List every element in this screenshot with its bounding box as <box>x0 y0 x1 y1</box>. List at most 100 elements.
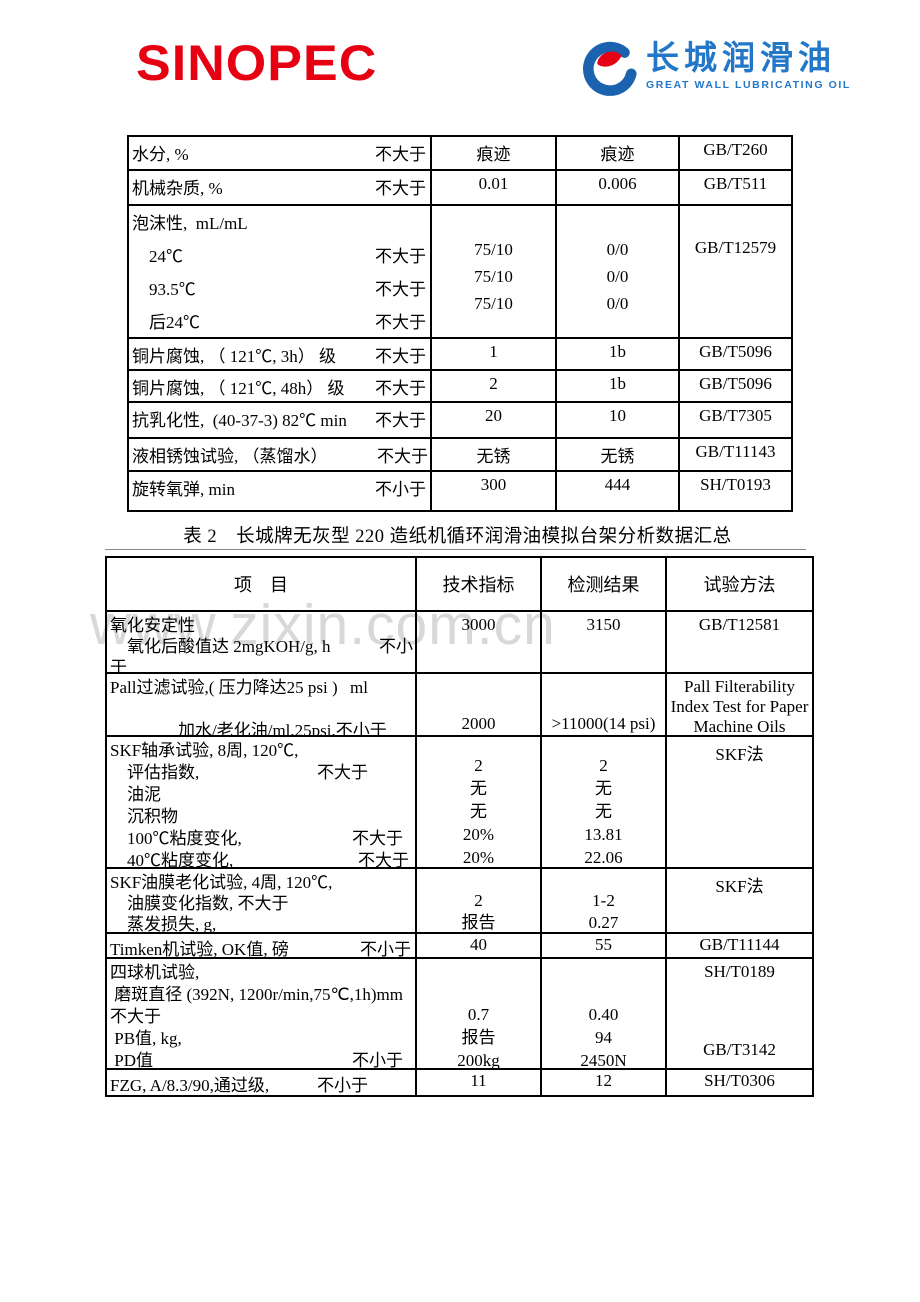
table-row-demulsibility: 抗乳化性, (40-37-3) 82℃ min 不大于 20 10 GB/T73… <box>129 403 791 439</box>
sub-row-label: 24℃ <box>132 247 183 266</box>
method-cell: GB/T7305 <box>699 406 772 425</box>
row-label: 沉积物 <box>110 807 178 826</box>
row-label: SKF轴承试验, 8周, 120℃, <box>110 741 299 760</box>
spec-value: 75/10 <box>474 294 513 313</box>
result-cell: 无锈 <box>557 439 680 470</box>
method-cell: GB/T11144 <box>699 935 780 954</box>
row-qualifier: 不大于 <box>352 829 403 848</box>
table-row-rbot: 旋转氧弹, min 不小于 300 444 SH/T0193 <box>129 472 791 510</box>
spec-cell: 0.01 <box>432 171 557 204</box>
result-value: 0.40 <box>588 1005 619 1024</box>
table-row-mech-impurity: 机械杂质, % 不大于 0.01 0.006 GB/T511 <box>129 171 791 206</box>
greatwall-logo: 长城润滑油 GREAT WALL LUBRICATING OIL <box>580 40 851 103</box>
result-value: 94 <box>595 1028 612 1047</box>
row-label: 40℃粘度变化, <box>110 851 234 867</box>
result-cell: 2 无 无 13.81 22.06 <box>542 737 667 867</box>
result-cell: 痕迹 <box>557 137 680 169</box>
method-cell: GB/T12579 <box>694 238 777 257</box>
row-qualifier: 不小于 <box>375 480 426 499</box>
table-row-fzg: FZG, A/8.3/90,通过级, 不小于 11 12 SH/T0306 <box>107 1070 812 1095</box>
result-value: 0/0 <box>606 267 629 286</box>
item-cell: 旋转氧弹, min 不小于 <box>129 472 432 510</box>
row-qualifier: 不大于 <box>375 179 426 198</box>
row-qualifier: 不小 <box>379 637 413 656</box>
method-cell: GB/T511 <box>703 174 768 193</box>
result-cell: 0.40 94 2450N <box>542 959 667 1068</box>
item-cell: 氧化安定性 氧化后酸值达 2mgKOH/g, h 不小 于 <box>107 612 417 672</box>
result-value: 2 <box>599 756 608 775</box>
sub-row-label: 后24℃ <box>132 313 200 332</box>
header-spec: 技术指标 <box>417 558 542 610</box>
row-label: Timken机试验, OK值, 磅 <box>110 940 289 957</box>
row-label: 评估指数, <box>110 763 200 782</box>
row-label: 氧化安定性 <box>110 616 195 635</box>
method-cell: GB/T11143 <box>695 442 776 461</box>
sub-row-label: 93.5℃ <box>132 280 196 299</box>
method-line: SH/T0189 <box>704 962 775 981</box>
method-cell: GB/T260 <box>703 140 768 159</box>
method-cell: GB/T5096 <box>699 342 772 361</box>
spec-cell: 2 报告 <box>417 869 542 932</box>
method-cell: SH/T0193 <box>700 475 771 494</box>
row-qualifier: 不小于 <box>352 1051 403 1068</box>
table-row-skf-oilfilm: SKF油膜老化试验, 4周, 120℃, 油膜变化指数, 不大于 蒸发损失, g… <box>107 869 812 934</box>
row-label: 旋转氧弹, min <box>132 480 235 499</box>
item-cell: 泡沫性, mL/mL 24℃ 不大于 93.5℃ 不大于 后24℃ 不大于 <box>129 206 432 337</box>
row-unit: ml <box>350 678 368 697</box>
result-cell: 1-2 0.27 <box>542 869 667 932</box>
row-qualifier: 不大于 <box>375 347 426 366</box>
result-value: 0.27 <box>588 913 619 932</box>
spec-value: 0.7 <box>467 1005 490 1024</box>
row-label: 磨斑直径 (392N, 1200r/min,75℃,1h)mm <box>110 985 403 1004</box>
sinopec-logo: SINOPEC <box>136 35 378 91</box>
watermark: www.zixin.com.cn <box>90 593 556 657</box>
row-qualifier: 不大于 <box>377 447 428 466</box>
spec-cell: 75/10 75/10 75/10 <box>432 206 557 337</box>
row-label: 抗乳化性, (40-37-3) 82℃ min <box>132 411 347 430</box>
spec-value: 75/10 <box>474 267 513 286</box>
item-cell: 机械杂质, % 不大于 <box>129 171 432 204</box>
row-label: 蒸发损失, g, <box>110 915 217 932</box>
item-cell: 四球机试验, 磨斑直径 (392N, 1200r/min,75℃,1h)mm 不… <box>107 959 417 1068</box>
table-row-foaming: 泡沫性, mL/mL 24℃ 不大于 93.5℃ 不大于 后24℃ 不大于 75… <box>129 206 791 339</box>
spec-cell: 3000 <box>417 612 542 672</box>
table-header-row: 项 目 技术指标 检测结果 试验方法 <box>107 558 812 612</box>
header-method: 试验方法 <box>703 575 776 595</box>
method-cell: SH/T0189 GB/T3142 <box>667 959 812 1068</box>
result-value: 0/0 <box>606 240 629 259</box>
spec-cell: 300 <box>432 472 557 510</box>
result-cell: 10 <box>557 403 680 437</box>
row-label: Pall过滤试验,( 压力降达25 psi ) <box>110 678 338 697</box>
spec-value: 200kg <box>457 1051 500 1068</box>
row-qualifier: 不大于 <box>375 411 426 430</box>
row-label: 泡沫性, mL/mL <box>132 214 248 233</box>
item-cell: SKF油膜老化试验, 4周, 120℃, 油膜变化指数, 不大于 蒸发损失, g… <box>107 869 417 932</box>
row-label: 水分, % <box>132 145 189 164</box>
row-label: 加水/老化油/ml,25psi, <box>110 721 336 735</box>
spec-value: 报告 <box>461 913 496 932</box>
item-cell: 铜片腐蚀, （ 121℃, 48h） 级 不大于 <box>129 371 432 401</box>
row-label: 铜片腐蚀, （ 121℃, 3h） 级 <box>132 347 336 366</box>
method-cell: SH/T0306 <box>704 1071 775 1090</box>
result-cell: 0.006 <box>557 171 680 204</box>
result-value: 13.81 <box>584 825 623 844</box>
table-row-fourball: 四球机试验, 磨斑直径 (392N, 1200r/min,75℃,1h)mm 不… <box>107 959 812 1070</box>
spec-cell: 1 <box>432 339 557 369</box>
spec-cell: 40 <box>417 934 542 957</box>
result-value: 0/0 <box>606 294 629 313</box>
result-value: 2450N <box>580 1051 627 1068</box>
row-label: SKF油膜老化试验, 4周, 120℃, <box>110 873 333 892</box>
row-label: 铜片腐蚀, （ 121℃, 48h） 级 <box>132 379 345 398</box>
item-cell: Pall过滤试验,( 压力降达25 psi ) ml 加水/老化油/ml,25p… <box>107 674 417 735</box>
spec-cell: 2000 <box>417 674 542 735</box>
row-label: 机械杂质, % <box>132 179 223 198</box>
table-row-pall-filtration: Pall过滤试验,( 压力降达25 psi ) ml 加水/老化油/ml,25p… <box>107 674 812 737</box>
result-cell: >11000(14 psi) <box>542 674 667 735</box>
method-cell: Pall Filterability Index Test for Paper … <box>667 674 812 735</box>
table-row-water: 水分, % 不大于 痕迹 痕迹 GB/T260 <box>129 137 791 171</box>
row-label: 油膜变化指数, 不大于 <box>110 894 289 913</box>
spec-cell: 0.7 报告 200kg <box>417 959 542 1068</box>
spec-value: 无 <box>470 802 487 821</box>
method-line: Pall Filterability <box>684 677 795 696</box>
row-qualifier: 不大于 <box>375 247 426 266</box>
